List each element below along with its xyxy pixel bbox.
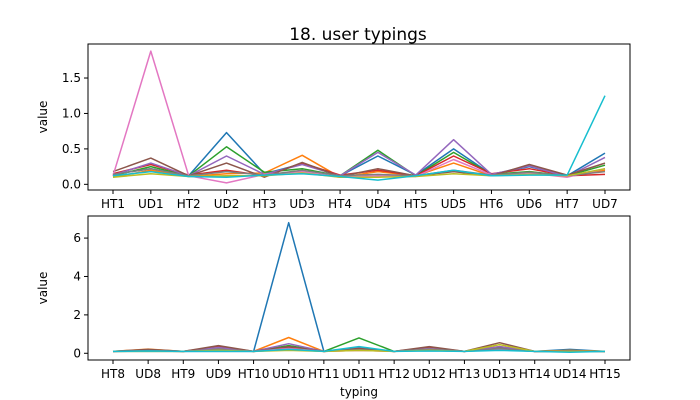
plot1-x-tick-label: HT6 [479, 197, 503, 211]
plot2-x-tick-label: HT8 [101, 367, 125, 381]
plot2-x-tick-label: HT12 [378, 367, 410, 381]
plot1-y-tick-label: 0.0 [62, 177, 81, 191]
plot2-x-tick-label: UD14 [553, 367, 586, 381]
plot1-x-tick-label: UD1 [138, 197, 164, 211]
plot1-x-tick-label: HT2 [177, 197, 201, 211]
plot2-series-line-1 [113, 221, 606, 353]
plot1-x-tick-label: HT7 [555, 197, 579, 211]
plot2-y-axis-label: value [36, 272, 50, 305]
plot1-x-tick-label: UD5 [441, 197, 467, 211]
plot1-y-tick-label: 1.0 [62, 106, 81, 120]
plot2-x-tick-label: HT9 [171, 367, 195, 381]
plot2-y-tick-label: 0 [73, 346, 81, 360]
plot1-series-line-10 [112, 95, 606, 181]
plot2-y-tick-label: 6 [73, 231, 81, 245]
plot1-series-line-6 [112, 157, 606, 178]
plot1-series-line-8 [112, 167, 606, 177]
plot2-series-line-10 [112, 345, 606, 354]
plot1-x-tick-label: UD4 [365, 197, 391, 211]
plot2-x-tick-label: UD8 [135, 367, 161, 381]
plot2-x-tick-label: HT15 [589, 367, 621, 381]
plot1-x-tick-label: UD2 [214, 197, 240, 211]
plot1-axes-frame [87, 43, 631, 191]
plot1-y-tick-label: 1.5 [62, 71, 81, 85]
plot2-x-tick-label: UD12 [413, 367, 446, 381]
plot1-x-tick-label: HT5 [404, 197, 428, 211]
plot1-y-axis-label: value [36, 101, 50, 134]
top-subplot: HT1 UD1 HT2 UD2 HT3 UD3 HT4 UD4 HT5 UD5 HT6 UD6 HT7 U… [36, 43, 631, 211]
plot2-x-axis-label: typing [340, 385, 378, 399]
plot2-x-tick-label: HT13 [449, 367, 481, 381]
plot2-x-tick-label: UD11 [342, 367, 375, 381]
plot1-x-tick-label: UD7 [592, 197, 618, 211]
plot1-x-tick-label: UD6 [516, 197, 542, 211]
bottom-subplot: HT8 UD8 HT9 UD9 HT10 UD10 HT11 UD11 HT12 UD12 HT13… [36, 215, 631, 399]
plot2-y-tick-label: 2 [73, 308, 81, 322]
plot2-x-tick-label: HT11 [308, 367, 340, 381]
plot2-x-tick-label: UD9 [206, 367, 232, 381]
plot2-y-tick-label: 4 [73, 269, 81, 283]
chart-title: 18. user typings [289, 25, 427, 45]
plot2-x-tick-label: UD13 [483, 367, 516, 381]
plot1-x-tick-label: HT4 [328, 197, 352, 211]
plot1-y-tick-label: 0.5 [62, 142, 81, 156]
plot2-x-tick-label: UD10 [272, 367, 305, 381]
plot1-x-tick-label: UD3 [289, 197, 315, 211]
plot1-x-tick-label: HT1 [101, 197, 125, 211]
plot2-x-tick-label: HT10 [238, 367, 270, 381]
plot1-x-tick-label: HT3 [252, 197, 276, 211]
plot2-x-tick-label: HT14 [519, 367, 551, 381]
plot1-series-line-5 [112, 138, 606, 178]
